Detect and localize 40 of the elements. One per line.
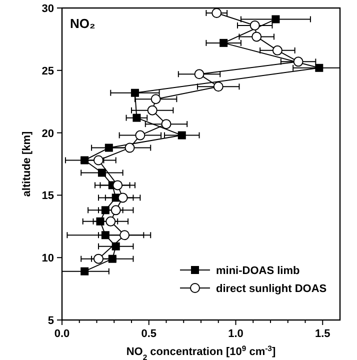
y-tick-label: 5 (48, 315, 54, 327)
point (212, 8, 222, 18)
point (250, 20, 260, 30)
point (130, 88, 139, 97)
y-tick-label: 30 (42, 3, 54, 15)
point (132, 114, 141, 122)
point (272, 45, 282, 56)
x-tick-label: 0.5 (141, 328, 157, 340)
point (106, 216, 116, 226)
legend-label: mini-DOAS limb (216, 265, 300, 277)
x-tick-label: 0.0 (54, 328, 70, 340)
y-tick-label: 10 (42, 252, 54, 265)
y-tick-label: 25 (42, 65, 54, 78)
x-tick-label: 1.5 (314, 328, 330, 340)
point (161, 119, 172, 130)
point (112, 180, 123, 190)
legend-label: direct sunlight DOAS (216, 283, 327, 295)
point (194, 69, 204, 80)
point (110, 205, 121, 216)
point (147, 105, 158, 116)
point (315, 64, 324, 72)
x-tick-label: 1.0 (228, 328, 244, 340)
point (120, 230, 130, 240)
x-axis-title: NO$_{2}$ concentration [10$^{9}$ cm$^{-3}$] (126, 344, 276, 360)
y-axis-title: altitude [km] (21, 130, 33, 197)
point (80, 267, 89, 276)
point (135, 130, 146, 140)
point (178, 131, 186, 140)
y-tick-label: 15 (42, 190, 54, 202)
point (293, 56, 304, 67)
point (252, 32, 262, 42)
point (98, 168, 106, 177)
text: NO₂ (70, 16, 96, 31)
point (118, 192, 128, 203)
point (150, 94, 161, 104)
point (112, 242, 120, 250)
point (213, 82, 224, 92)
y-tick-label: 20 (42, 128, 54, 140)
point (220, 38, 228, 47)
point (272, 15, 280, 24)
